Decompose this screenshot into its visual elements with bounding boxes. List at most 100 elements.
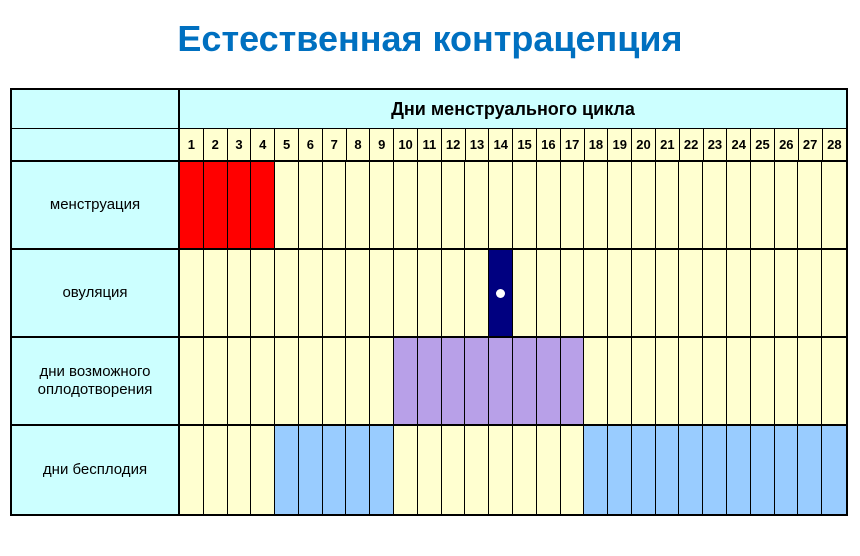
- value-cell: [679, 162, 703, 248]
- value-cell: [798, 250, 822, 336]
- value-cell: [798, 338, 822, 424]
- value-cell: [703, 338, 727, 424]
- day-number: 7: [323, 129, 347, 160]
- day-number: 2: [204, 129, 228, 160]
- value-cell: [465, 338, 489, 424]
- value-cell: [370, 338, 394, 424]
- value-cell: [727, 162, 751, 248]
- value-cell: [204, 250, 228, 336]
- value-cell: [442, 250, 466, 336]
- value-cell: [727, 250, 751, 336]
- value-cell: [346, 250, 370, 336]
- value-cell: [703, 426, 727, 514]
- row-label: менструация: [12, 162, 180, 248]
- header-title: Дни менструального цикла: [180, 90, 846, 128]
- row-label: дни возможного оплодотворения: [12, 338, 180, 424]
- value-cell: [418, 250, 442, 336]
- value-cell: [751, 338, 775, 424]
- value-cell: [822, 338, 846, 424]
- value-cell: [180, 426, 204, 514]
- value-cell: [584, 162, 608, 248]
- value-cell: [465, 162, 489, 248]
- value-cell: [251, 162, 275, 248]
- day-number: 23: [704, 129, 728, 160]
- value-cell: [228, 338, 252, 424]
- value-cell: [275, 426, 299, 514]
- value-cell: [418, 162, 442, 248]
- corner-cell: [12, 90, 180, 128]
- day-number: 9: [370, 129, 394, 160]
- value-cell: [584, 250, 608, 336]
- value-cell: [537, 426, 561, 514]
- value-cell: [537, 338, 561, 424]
- value-cell: [608, 426, 632, 514]
- value-cell: [775, 338, 799, 424]
- value-cell: [346, 162, 370, 248]
- value-cell: [561, 250, 585, 336]
- value-cell: [323, 162, 347, 248]
- value-cell: [180, 250, 204, 336]
- day-numbers-row: 1234567891011121314151617181920212223242…: [12, 128, 846, 162]
- value-cell: [394, 250, 418, 336]
- value-cell: [370, 162, 394, 248]
- header-row: Дни менструального цикла: [12, 90, 846, 128]
- value-cell: [299, 426, 323, 514]
- value-cell: [418, 338, 442, 424]
- value-cell: [442, 426, 466, 514]
- page-title: Естественная контрацепция: [0, 0, 860, 88]
- value-cell: [370, 250, 394, 336]
- value-cell: [632, 162, 656, 248]
- value-cell: [822, 426, 846, 514]
- value-cell: [489, 338, 513, 424]
- value-cell: [180, 162, 204, 248]
- ovulation-marker: [496, 289, 505, 298]
- day-number: 15: [513, 129, 537, 160]
- value-cell: [394, 338, 418, 424]
- value-cell: [775, 250, 799, 336]
- value-cell: [822, 250, 846, 336]
- value-cell: [228, 162, 252, 248]
- value-cell: [751, 250, 775, 336]
- value-cell: [323, 250, 347, 336]
- value-cell: [822, 162, 846, 248]
- value-cell: [251, 338, 275, 424]
- value-cell: [299, 162, 323, 248]
- value-cell: [442, 162, 466, 248]
- value-cell: [775, 426, 799, 514]
- day-number: 11: [418, 129, 442, 160]
- value-cell: [751, 162, 775, 248]
- cycle-chart: Дни менструального цикла 123456789101112…: [10, 88, 848, 516]
- value-cell: [346, 338, 370, 424]
- day-number: 3: [228, 129, 252, 160]
- value-cell: [513, 162, 537, 248]
- day-number: 25: [751, 129, 775, 160]
- value-cell: [679, 250, 703, 336]
- value-cell: [299, 250, 323, 336]
- value-cell: [632, 338, 656, 424]
- value-cell: [513, 338, 537, 424]
- value-cell: [204, 338, 228, 424]
- value-cell: [204, 426, 228, 514]
- row-label: овуляция: [12, 250, 180, 336]
- value-cell: [537, 162, 561, 248]
- day-number: 21: [656, 129, 680, 160]
- day-number: 20: [632, 129, 656, 160]
- day-number: 8: [347, 129, 371, 160]
- value-cell: [679, 426, 703, 514]
- day-number: 22: [680, 129, 704, 160]
- value-cell: [251, 250, 275, 336]
- value-cell: [584, 426, 608, 514]
- value-cell: [537, 250, 561, 336]
- value-cell: [656, 250, 680, 336]
- value-cell: [465, 426, 489, 514]
- day-number: 26: [775, 129, 799, 160]
- day-number: 6: [299, 129, 323, 160]
- day-number: 13: [466, 129, 490, 160]
- value-cell: [489, 250, 513, 336]
- data-row: менструация: [12, 162, 846, 250]
- value-cell: [561, 338, 585, 424]
- value-cell: [275, 162, 299, 248]
- value-cell: [394, 162, 418, 248]
- day-number: 18: [585, 129, 609, 160]
- value-cell: [798, 426, 822, 514]
